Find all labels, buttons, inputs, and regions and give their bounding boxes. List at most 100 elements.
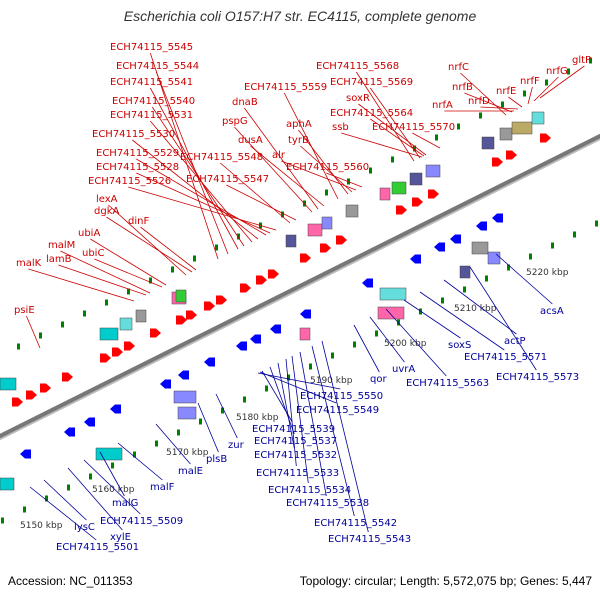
forward-label-leader [151,106,245,247]
reverse-label-leader [215,393,238,439]
reverse-tick-mark [529,253,532,260]
forward-label-leader [149,120,253,243]
reverse-label-leader [403,299,461,339]
forward-gene-label: ECH74115_5531 [110,110,193,121]
reverse-label-leader [369,316,405,363]
reverse-tick-mark [375,330,378,337]
forward-label-leader [370,118,425,157]
forward-gene-label: malM [48,240,75,251]
reverse-tick-mark [309,363,312,370]
forward-label-leader [106,216,193,273]
forward-label-leader [508,96,523,108]
scale-label: 5150 kbp [20,521,63,531]
reverse-gene-label: ECH74115_5539 [252,424,335,435]
forward-gene-label: nrfD [468,96,490,107]
reverse-feature-box [377,306,405,320]
reverse-tick-mark [221,407,224,414]
forward-feature-box [175,289,187,303]
reverse-tick-mark [67,484,70,491]
forward-label-leader [28,268,135,302]
forward-gene-label: ECH74115_5545 [110,42,193,53]
reverse-feature-box [0,477,15,491]
forward-gene-arrow [396,205,407,215]
forward-tick-mark [149,277,152,284]
scale-label: 5180 kbp [236,413,279,423]
forward-gene-label: nrfC [448,62,469,73]
forward-gene-arrow [112,347,123,357]
forward-gene-label: lamB [46,254,72,265]
forward-tick-mark [237,233,240,240]
reverse-tick-mark [331,352,334,359]
scale-label: 5160 kbp [92,485,135,495]
reverse-feature-box [173,390,197,404]
reverse-label-leader [291,355,309,484]
forward-tick-mark [325,189,328,196]
forward-label-leader [128,186,277,231]
forward-gene-label: nrfE [496,86,516,97]
reverse-gene-label: ECH74115_5538 [286,498,369,509]
forward-label-leader [464,92,513,113]
reverse-gene-arrow [270,324,281,334]
forward-gene-arrow [40,383,51,393]
reverse-feature-box [299,327,311,341]
reverse-gene-arrow [476,221,487,231]
forward-feature-box [409,172,423,186]
reverse-gene-label: xylE [110,532,131,543]
reverse-tick-mark [353,341,356,348]
forward-gene-arrow [12,397,23,407]
reverse-tick-mark [507,264,510,271]
scale-label: 5170 kbp [166,448,209,458]
reverse-label-leader [353,324,380,373]
forward-gene-label: ubiA [78,228,100,239]
scale-label: 5200 kbp [384,339,427,349]
reverse-gene-label: uvrA [392,364,415,375]
reverse-label-leader [269,366,295,435]
forward-gene-label: ECH74115_5547 [186,174,269,185]
forward-feature-box [307,223,323,237]
genome-backbone [0,133,600,439]
reverse-label-leader [495,253,553,305]
forward-label-leader [480,106,519,110]
forward-label-leader [149,87,239,250]
forward-gene-arrow [540,133,551,143]
reverse-feature-box [379,287,407,301]
forward-gene-arrow [320,243,331,253]
forward-gene-arrow [26,390,37,400]
reverse-label-leader [259,371,337,404]
reverse-gene-label: ECH74115_5509 [100,516,183,527]
reverse-gene-label: ECH74115_5563 [406,378,489,389]
forward-gene-label: ECH74115_5569 [330,77,413,88]
forward-gene-arrow [506,150,517,160]
reverse-gene-label: ECH74115_5571 [464,352,547,363]
reverse-label-leader [443,279,517,335]
reverse-gene-arrow [492,213,503,223]
forward-tick-mark [589,57,592,64]
reverse-tick-mark [265,385,268,392]
forward-gene-arrow [240,283,251,293]
reverse-gene-arrow [204,357,215,367]
forward-label-leader [527,86,533,105]
reverse-gene-arrow [20,449,31,459]
reverse-gene-arrow [450,234,461,244]
reverse-gene-label: acsA [540,306,564,317]
forward-label-leader [300,145,353,193]
forward-gene-label: aphA [286,119,312,130]
reverse-gene-arrow [250,334,261,344]
reverse-feature-box [177,406,197,420]
reverse-tick-mark [45,495,48,502]
forward-feature-box [379,187,391,201]
reverse-label-leader [197,402,219,453]
reverse-tick-mark [595,220,598,227]
forward-gene-label: dgkA [94,206,119,217]
reverse-tick-mark [441,297,444,304]
forward-tick-mark [479,112,482,119]
forward-gene-label: ECH74115_5530 [92,129,175,140]
reverse-tick-mark [463,286,466,293]
forward-gene-label: ECH74115_5559 [244,82,327,93]
forward-gene-label: pspG [222,116,248,127]
forward-label-leader [244,107,319,210]
forward-tick-mark [171,266,174,273]
forward-label-leader [355,71,415,162]
reverse-label-leader [117,442,163,481]
